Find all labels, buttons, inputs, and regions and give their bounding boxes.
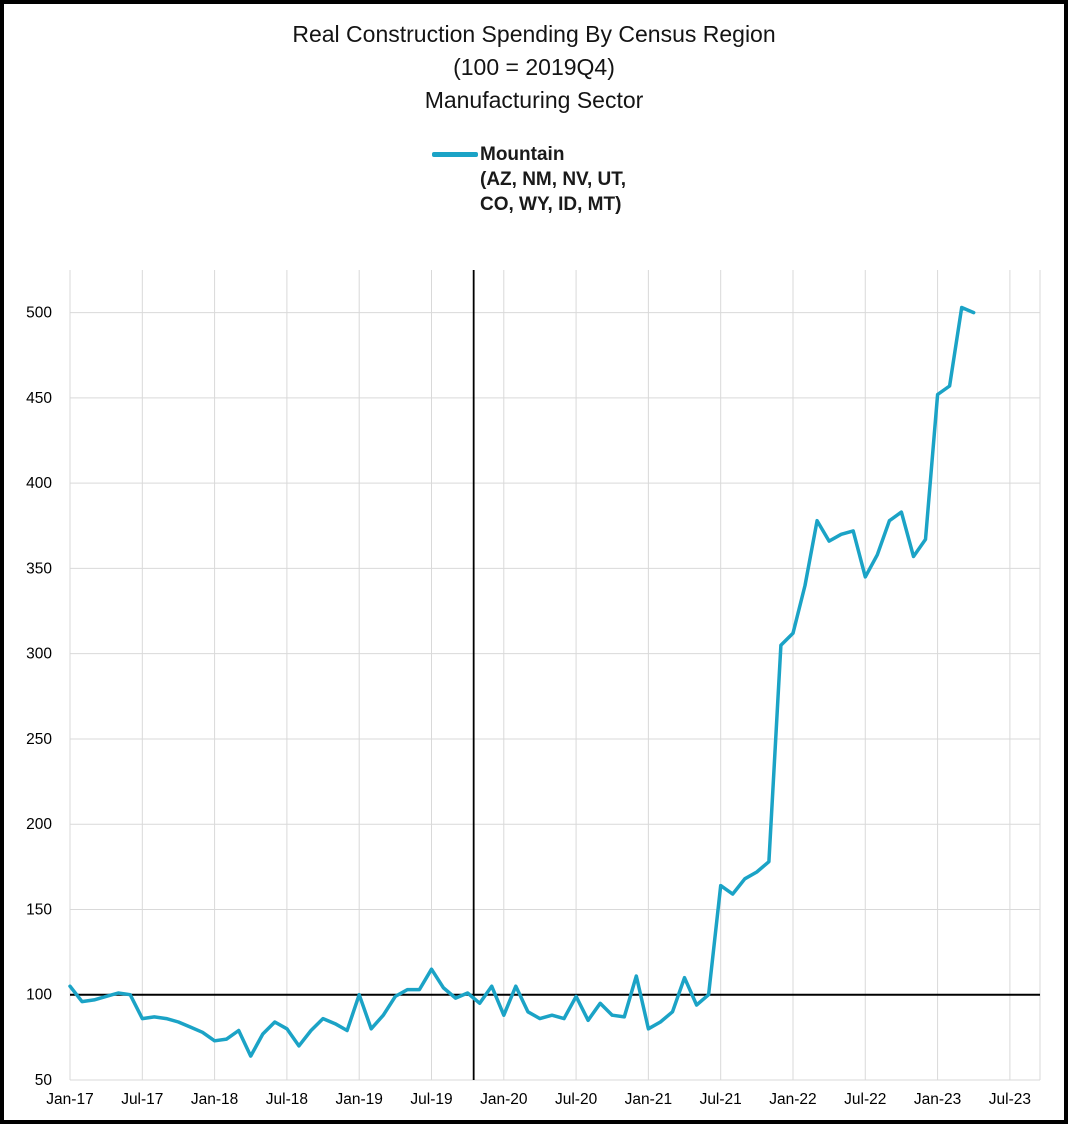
x-axis-tick-label: Jan-19 bbox=[335, 1091, 382, 1108]
chart-title-line3: Manufacturing Sector bbox=[424, 87, 644, 113]
y-axis-tick-label: 400 bbox=[26, 475, 52, 492]
legend-series-states-line2: CO, WY, ID, MT) bbox=[480, 194, 622, 215]
x-axis-tick-label: Jan-20 bbox=[480, 1091, 528, 1108]
x-axis-tick-label: Jan-23 bbox=[914, 1091, 961, 1108]
x-axis-tick-label: Jul-20 bbox=[555, 1091, 598, 1108]
legend-text-block: Mountain (AZ, NM, NV, UT, CO, WY, ID, MT… bbox=[480, 142, 626, 217]
chart-title-line1: Real Construction Spending By Census Reg… bbox=[292, 21, 776, 47]
y-axis-tick-label: 250 bbox=[26, 731, 52, 748]
x-axis-tick-label: Jul-18 bbox=[266, 1091, 308, 1108]
x-axis-tick-label: Jul-22 bbox=[844, 1091, 886, 1108]
line-chart: 50 100 150 200 250 300 350 400 450 500 Jan-17 Jul-1… bbox=[26, 270, 1041, 1108]
y-axis-tick-label: 500 bbox=[26, 305, 52, 322]
x-axis-tick-label: Jan-22 bbox=[769, 1091, 816, 1108]
x-axis-tick-label: Jul-17 bbox=[121, 1091, 163, 1108]
y-axis-tick-label: 350 bbox=[26, 560, 52, 577]
x-axis-tick-label: Jul-23 bbox=[989, 1091, 1031, 1108]
x-axis-tick-label: Jul-19 bbox=[410, 1091, 452, 1108]
legend-series-name: Mountain bbox=[480, 144, 565, 165]
x-axis-tick-label: Jul-21 bbox=[700, 1091, 742, 1108]
y-axis-tick-label: 150 bbox=[26, 901, 52, 918]
chart-title-line2: (100 = 2019Q4) bbox=[453, 54, 615, 80]
legend: Mountain (AZ, NM, NV, UT, CO, WY, ID, MT… bbox=[432, 142, 626, 217]
y-axis-tick-label: 450 bbox=[26, 390, 52, 407]
mountain-series-line bbox=[68, 305, 976, 1058]
legend-series-states-line1: (AZ, NM, NV, UT, bbox=[480, 169, 627, 190]
x-axis-tick-label: Jan-17 bbox=[46, 1091, 93, 1108]
y-axis-tick-label: 200 bbox=[26, 816, 52, 833]
y-axis-tick-label: 100 bbox=[26, 987, 52, 1004]
x-axis-tick-label: Jan-21 bbox=[625, 1091, 672, 1108]
y-axis-tick-label: 300 bbox=[26, 646, 52, 663]
legend-line-swatch bbox=[432, 152, 478, 157]
y-axis-tick-label: 50 bbox=[35, 1072, 53, 1089]
chart-title-block: Real Construction Spending By Census Reg… bbox=[4, 18, 1064, 117]
x-axis-tick-label: Jan-18 bbox=[191, 1091, 238, 1108]
